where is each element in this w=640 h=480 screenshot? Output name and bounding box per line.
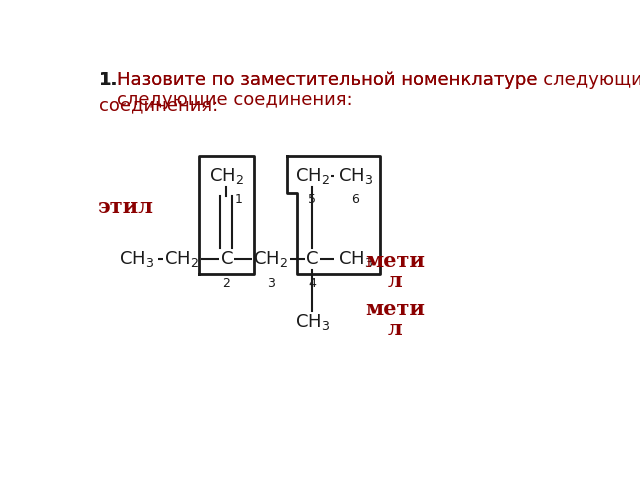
Text: $\mathsf{CH_2}$: $\mathsf{CH_2}$ [294, 166, 330, 186]
Text: 2: 2 [222, 276, 230, 289]
Text: $\mathsf{CH_3}$: $\mathsf{CH_3}$ [120, 249, 155, 269]
Text: $\mathsf{CH_2}$: $\mathsf{CH_2}$ [253, 249, 289, 269]
Text: 5: 5 [308, 193, 316, 206]
Text: Назовите по заместительной номенклатуре следующие: Назовите по заместительной номенклатуре … [117, 71, 640, 88]
Text: $\mathsf{C}$: $\mathsf{C}$ [220, 250, 233, 268]
Text: л: л [388, 271, 403, 291]
Text: 1.: 1. [99, 71, 118, 88]
Text: 4: 4 [308, 276, 316, 289]
Text: соединения:: соединения: [99, 96, 218, 114]
Text: $\mathsf{CH_3}$: $\mathsf{CH_3}$ [338, 249, 373, 269]
Text: мети: мети [365, 299, 425, 319]
Text: 6: 6 [351, 193, 359, 206]
Text: л: л [388, 319, 403, 339]
Text: $\mathsf{CH_3}$: $\mathsf{CH_3}$ [338, 166, 373, 186]
Text: 1: 1 [235, 193, 243, 206]
Text: 1.: 1. [99, 71, 118, 88]
Text: $\mathsf{CH_3}$: $\mathsf{CH_3}$ [294, 312, 330, 332]
Text: $\mathsf{CH_2}$: $\mathsf{CH_2}$ [164, 249, 199, 269]
Text: мети: мети [365, 251, 425, 271]
Text: $\mathsf{C}$: $\mathsf{C}$ [305, 250, 319, 268]
Text: Назовите по заместительной номенклатуре следующие соединения:: Назовите по заместительной номенклатуре … [117, 71, 538, 109]
Text: $\mathsf{CH_2}$: $\mathsf{CH_2}$ [209, 166, 244, 186]
Text: этил: этил [97, 197, 152, 217]
Text: 3: 3 [267, 276, 275, 289]
